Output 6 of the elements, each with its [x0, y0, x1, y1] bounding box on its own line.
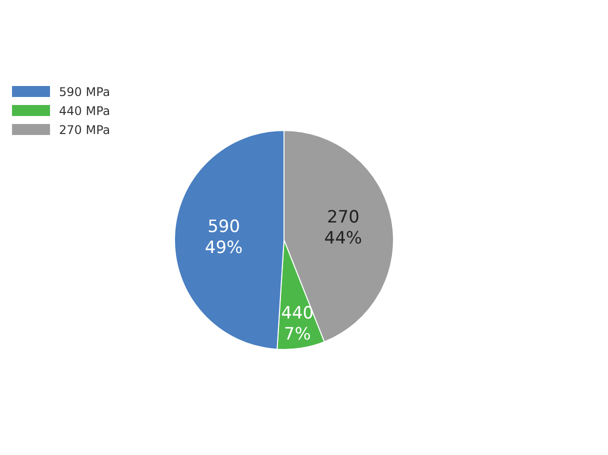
legend-label: 270 MPa	[58, 122, 110, 138]
data-label: 590 49%	[204, 217, 243, 258]
legend-label: 590 MPa	[58, 84, 110, 100]
data-label: 270 44%	[324, 208, 362, 249]
data-label: 440 7%	[281, 303, 314, 344]
legend-label: 440 MPa	[58, 102, 110, 120]
